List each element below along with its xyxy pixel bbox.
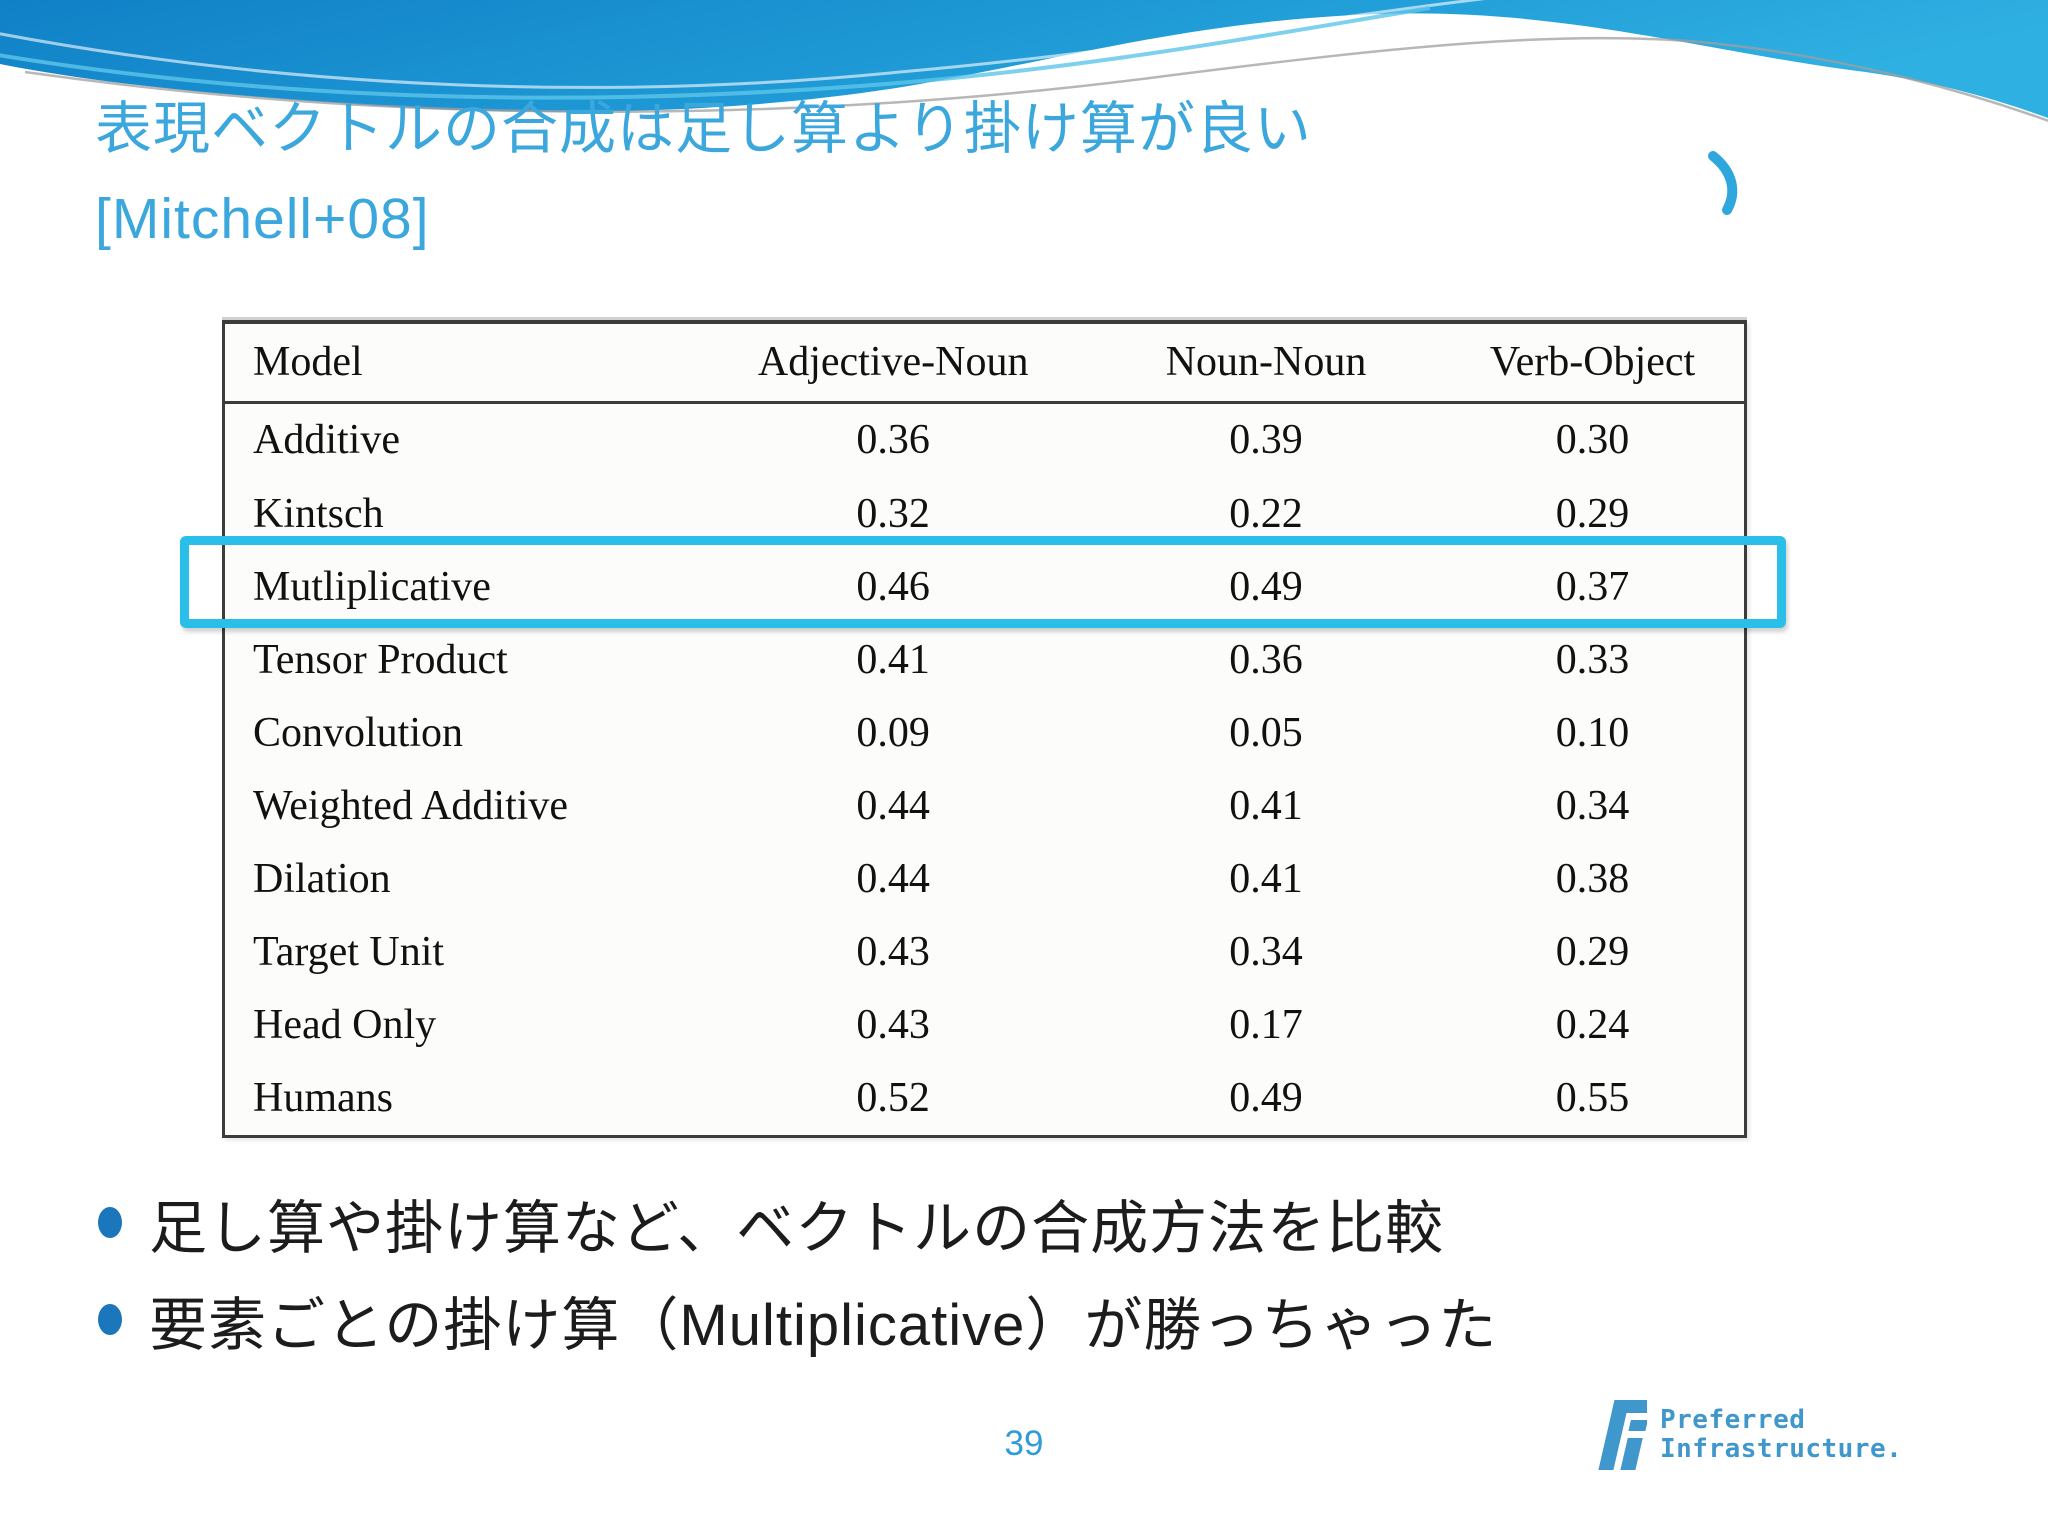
model-cell: Mutliplicative xyxy=(253,563,491,610)
table-row: Additive 0.36 0.39 0.30 xyxy=(224,402,1746,477)
value-cell: 0.41 xyxy=(856,636,930,683)
wave-light-arc-1 xyxy=(0,0,1486,89)
model-cell: Kintsch xyxy=(253,490,384,537)
bullet-item: 足し算や掛け算など、ベクトルの合成方法を比較 xyxy=(92,1174,1497,1271)
model-cell: Additive xyxy=(253,417,400,464)
bullet-dot-icon xyxy=(98,1207,122,1238)
value-cell: 0.46 xyxy=(856,563,930,610)
value-cell: 0.30 xyxy=(1555,417,1630,464)
table-row: Humans 0.52 0.49 0.55 xyxy=(224,1061,1746,1136)
logo-text-line1: Preferred xyxy=(1660,1405,1806,1435)
value-cell: 0.36 xyxy=(1229,636,1303,683)
page-number: 39 xyxy=(1004,1424,1044,1463)
column-header-adjective-noun: Adjective-Noun xyxy=(695,322,1092,404)
slide-title-line1: 表現ベクトルの合成は足し算より掛け算が良い xyxy=(95,97,1312,161)
value-cell: 0.38 xyxy=(1555,855,1630,902)
table-row: Tensor Product 0.41 0.36 0.33 xyxy=(224,623,1746,696)
value-cell: 0.10 xyxy=(1555,709,1630,756)
value-cell: 0.22 xyxy=(1229,490,1303,537)
value-cell: 0.33 xyxy=(1555,636,1630,683)
value-cell: 0.49 xyxy=(1229,1075,1303,1122)
value-cell: 0.44 xyxy=(856,782,930,829)
model-cell: Target Unit xyxy=(253,928,445,975)
table-header-row: Model Adjective-Noun Noun-Noun Verb-Object xyxy=(223,322,1746,404)
table-row: Convolution 0.09 0.05 0.10 xyxy=(224,696,1746,769)
value-cell: 0.52 xyxy=(856,1075,930,1122)
value-cell: 0.43 xyxy=(856,1001,930,1048)
logo-text: Preferred Infrastructure. xyxy=(1660,1398,1902,1464)
results-table-area: Model Adjective-Noun Noun-Noun Verb-Object … xyxy=(180,320,1786,1138)
table-row: Weighted Additive 0.44 0.41 0.34 xyxy=(224,769,1746,842)
table-row: Head Only 0.43 0.17 0.24 xyxy=(224,988,1746,1061)
column-header-noun-noun: Noun-Noun xyxy=(1091,322,1442,404)
model-cell: Convolution xyxy=(253,709,464,756)
model-cell: Weighted Additive xyxy=(253,782,569,829)
table-row-highlighted: Mutliplicative 0.46 0.49 0.37 xyxy=(224,550,1746,623)
value-cell: 0.55 xyxy=(1555,1075,1630,1122)
model-cell: Dilation xyxy=(253,855,391,902)
value-cell: 0.34 xyxy=(1555,782,1630,829)
model-cell: Humans xyxy=(253,1075,393,1122)
value-cell: 0.32 xyxy=(856,490,930,537)
wave-gray-arc xyxy=(24,36,2048,123)
value-cell: 0.34 xyxy=(1229,928,1303,975)
wave-light-arc-2 xyxy=(0,6,1431,100)
logo-fi-icon xyxy=(1598,1400,1647,1470)
table-row: Target Unit 0.43 0.34 0.29 xyxy=(224,915,1746,988)
bullet-dot-icon xyxy=(98,1304,122,1335)
bullet-text: 足し算や掛け算など、ベクトルの合成方法を比較 xyxy=(149,1195,1445,1261)
bullet-list: 足し算や掛け算など、ベクトルの合成方法を比較 要素ごとの掛け算（Multiplic… xyxy=(92,1174,1497,1368)
bullet-item: 要素ごとの掛け算（Multiplicative）が勝っちゃった xyxy=(92,1271,1497,1368)
value-cell: 0.29 xyxy=(1555,490,1630,537)
value-cell: 0.17 xyxy=(1229,1001,1303,1048)
model-cell: Head Only xyxy=(253,1001,437,1048)
header-wave-decoration xyxy=(0,0,2048,215)
value-cell: 0.09 xyxy=(856,709,930,756)
value-cell: 0.36 xyxy=(856,417,930,464)
model-cell: Tensor Product xyxy=(253,636,508,683)
value-cell: 0.41 xyxy=(1229,855,1303,902)
slide-title: 表現ベクトルの合成は足し算より掛け算が良い [Mitchell+08] xyxy=(95,84,1312,264)
results-table: Model Adjective-Noun Noun-Noun Verb-Object … xyxy=(222,320,1747,1138)
value-cell: 0.37 xyxy=(1555,563,1630,610)
value-cell: 0.49 xyxy=(1229,563,1303,610)
value-cell: 0.29 xyxy=(1555,928,1630,975)
value-cell: 0.24 xyxy=(1555,1001,1630,1048)
logo: Preferred Infrastructure. xyxy=(1585,1398,1902,1472)
value-cell: 0.44 xyxy=(856,855,930,902)
table-row: Kintsch 0.32 0.22 0.29 xyxy=(224,477,1746,550)
value-cell: 0.05 xyxy=(1229,709,1303,756)
column-header-model: Model xyxy=(223,322,696,404)
value-cell: 0.43 xyxy=(856,928,930,975)
table-row: Dilation 0.44 0.41 0.38 xyxy=(224,842,1746,915)
table-body: Additive 0.36 0.39 0.30 Kintsch 0.32 0.22 0.29 M… xyxy=(224,402,1746,1137)
bullet-text: 要素ごとの掛け算（Multiplicative）が勝っちゃった xyxy=(149,1292,1498,1358)
wave-small-right-arc xyxy=(1708,151,1738,215)
value-cell: 0.41 xyxy=(1229,782,1303,829)
logo-text-line2: Infrastructure. xyxy=(1660,1434,1903,1464)
slide-title-line2: [Mitchell+08] xyxy=(95,187,430,251)
value-cell: 0.39 xyxy=(1229,417,1303,464)
column-header-verb-object: Verb-Object xyxy=(1441,322,1746,404)
